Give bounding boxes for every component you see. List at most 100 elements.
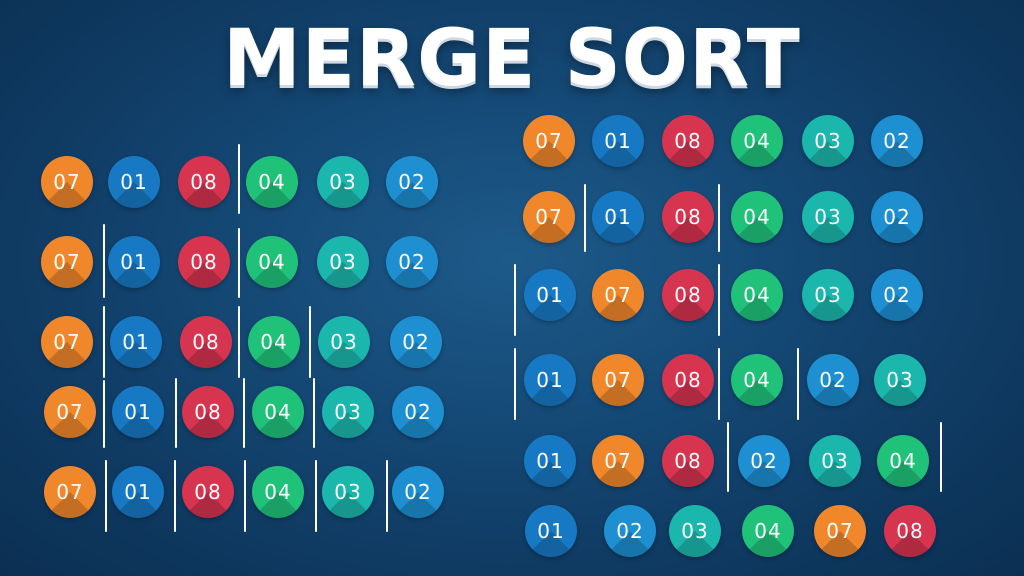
number-circle: 08 <box>178 236 230 288</box>
number-circle: 08 <box>180 316 232 368</box>
number-label: 04 <box>743 368 771 392</box>
split-divider <box>940 422 942 492</box>
number-circle: 07 <box>523 191 575 243</box>
number-label: 03 <box>814 205 842 229</box>
number-circle: 01 <box>108 236 160 288</box>
number-circle: 03 <box>802 191 854 243</box>
page-title: MERGE SORT <box>223 14 801 104</box>
number-label: 03 <box>814 129 842 153</box>
number-circle: 04 <box>252 466 304 518</box>
split-divider <box>718 264 720 336</box>
number-label: 03 <box>329 170 357 194</box>
number-label: 08 <box>674 449 702 473</box>
split-divider <box>315 460 317 532</box>
number-label: 01 <box>536 283 564 307</box>
number-label: 02 <box>404 480 432 504</box>
number-circle: 02 <box>390 316 442 368</box>
number-circle: 02 <box>807 354 859 406</box>
number-circle: 01 <box>108 156 160 208</box>
number-label: 01 <box>124 400 152 424</box>
split-divider <box>174 460 176 532</box>
number-circle: 01 <box>524 269 576 321</box>
number-circle: 04 <box>731 354 783 406</box>
split-divider <box>238 228 240 298</box>
split-divider <box>797 348 799 420</box>
number-label: 03 <box>334 480 362 504</box>
number-label: 07 <box>826 519 854 543</box>
number-circle: 07 <box>592 354 644 406</box>
number-circle: 01 <box>112 386 164 438</box>
number-circle: 01 <box>524 435 576 487</box>
number-circle: 07 <box>523 115 575 167</box>
number-circle: 01 <box>592 191 644 243</box>
split-divider <box>386 460 388 532</box>
number-label: 08 <box>896 519 924 543</box>
number-circle: 07 <box>592 269 644 321</box>
number-circle: 03 <box>322 386 374 438</box>
number-circle: 02 <box>871 115 923 167</box>
number-label: 08 <box>674 205 702 229</box>
number-circle: 01 <box>112 466 164 518</box>
split-divider <box>514 348 516 420</box>
number-label: 04 <box>754 519 782 543</box>
number-circle: 08 <box>884 505 936 557</box>
number-circle: 03 <box>802 115 854 167</box>
number-label: 02 <box>402 330 430 354</box>
number-circle: 04 <box>731 191 783 243</box>
split-divider <box>103 380 105 448</box>
number-label: 07 <box>53 250 81 274</box>
split-divider <box>584 184 586 252</box>
number-label: 08 <box>190 170 218 194</box>
number-label: 02 <box>750 449 778 473</box>
split-divider <box>175 378 177 448</box>
number-circle: 08 <box>182 386 234 438</box>
number-circle: 02 <box>386 156 438 208</box>
split-divider <box>309 306 311 378</box>
number-label: 07 <box>53 330 81 354</box>
number-label: 01 <box>122 330 150 354</box>
number-circle: 02 <box>392 466 444 518</box>
number-circle: 04 <box>731 115 783 167</box>
number-circle: 01 <box>525 505 577 557</box>
number-circle: 04 <box>246 236 298 288</box>
number-label: 03 <box>821 449 849 473</box>
number-label: 04 <box>260 330 288 354</box>
number-label: 04 <box>258 250 286 274</box>
number-label: 01 <box>120 170 148 194</box>
split-divider <box>238 144 240 214</box>
number-label: 08 <box>674 283 702 307</box>
number-label: 01 <box>536 449 564 473</box>
number-circle: 04 <box>248 316 300 368</box>
number-circle: 03 <box>322 466 374 518</box>
number-label: 04 <box>264 480 292 504</box>
number-circle: 08 <box>662 435 714 487</box>
number-label: 04 <box>743 129 771 153</box>
number-label: 08 <box>674 368 702 392</box>
number-circle: 01 <box>524 354 576 406</box>
number-label: 08 <box>190 250 218 274</box>
number-label: 02 <box>398 170 426 194</box>
number-circle: 02 <box>738 435 790 487</box>
number-circle: 07 <box>814 505 866 557</box>
number-circle: 07 <box>41 316 93 368</box>
number-circle: 01 <box>110 316 162 368</box>
number-label: 01 <box>537 519 565 543</box>
number-label: 02 <box>616 519 644 543</box>
number-circle: 07 <box>41 156 93 208</box>
number-label: 07 <box>604 449 632 473</box>
number-label: 03 <box>330 330 358 354</box>
number-circle: 07 <box>44 386 96 438</box>
number-label: 04 <box>889 449 917 473</box>
number-label: 07 <box>535 205 563 229</box>
split-divider <box>727 422 729 492</box>
number-circle: 07 <box>592 435 644 487</box>
number-label: 07 <box>535 129 563 153</box>
split-divider <box>313 378 315 448</box>
number-circle: 04 <box>742 505 794 557</box>
number-circle: 03 <box>317 156 369 208</box>
split-divider <box>514 264 516 336</box>
split-divider <box>103 306 105 378</box>
split-divider <box>718 184 720 252</box>
number-label: 01 <box>604 129 632 153</box>
number-circle: 07 <box>41 236 93 288</box>
